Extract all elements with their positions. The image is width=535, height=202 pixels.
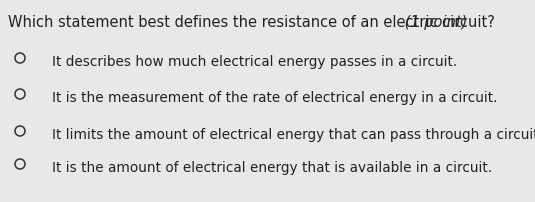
- Text: It is the amount of electrical energy that is available in a circuit.: It is the amount of electrical energy th…: [52, 160, 492, 174]
- Text: Which statement best defines the resistance of an electric circuit?: Which statement best defines the resista…: [8, 15, 495, 30]
- Text: It limits the amount of electrical energy that can pass through a circuit.: It limits the amount of electrical energ…: [52, 127, 535, 141]
- Text: It is the measurement of the rate of electrical energy in a circuit.: It is the measurement of the rate of ele…: [52, 90, 498, 104]
- Text: It describes how much electrical energy passes in a circuit.: It describes how much electrical energy …: [52, 55, 457, 69]
- Text: (1 point): (1 point): [400, 15, 468, 30]
